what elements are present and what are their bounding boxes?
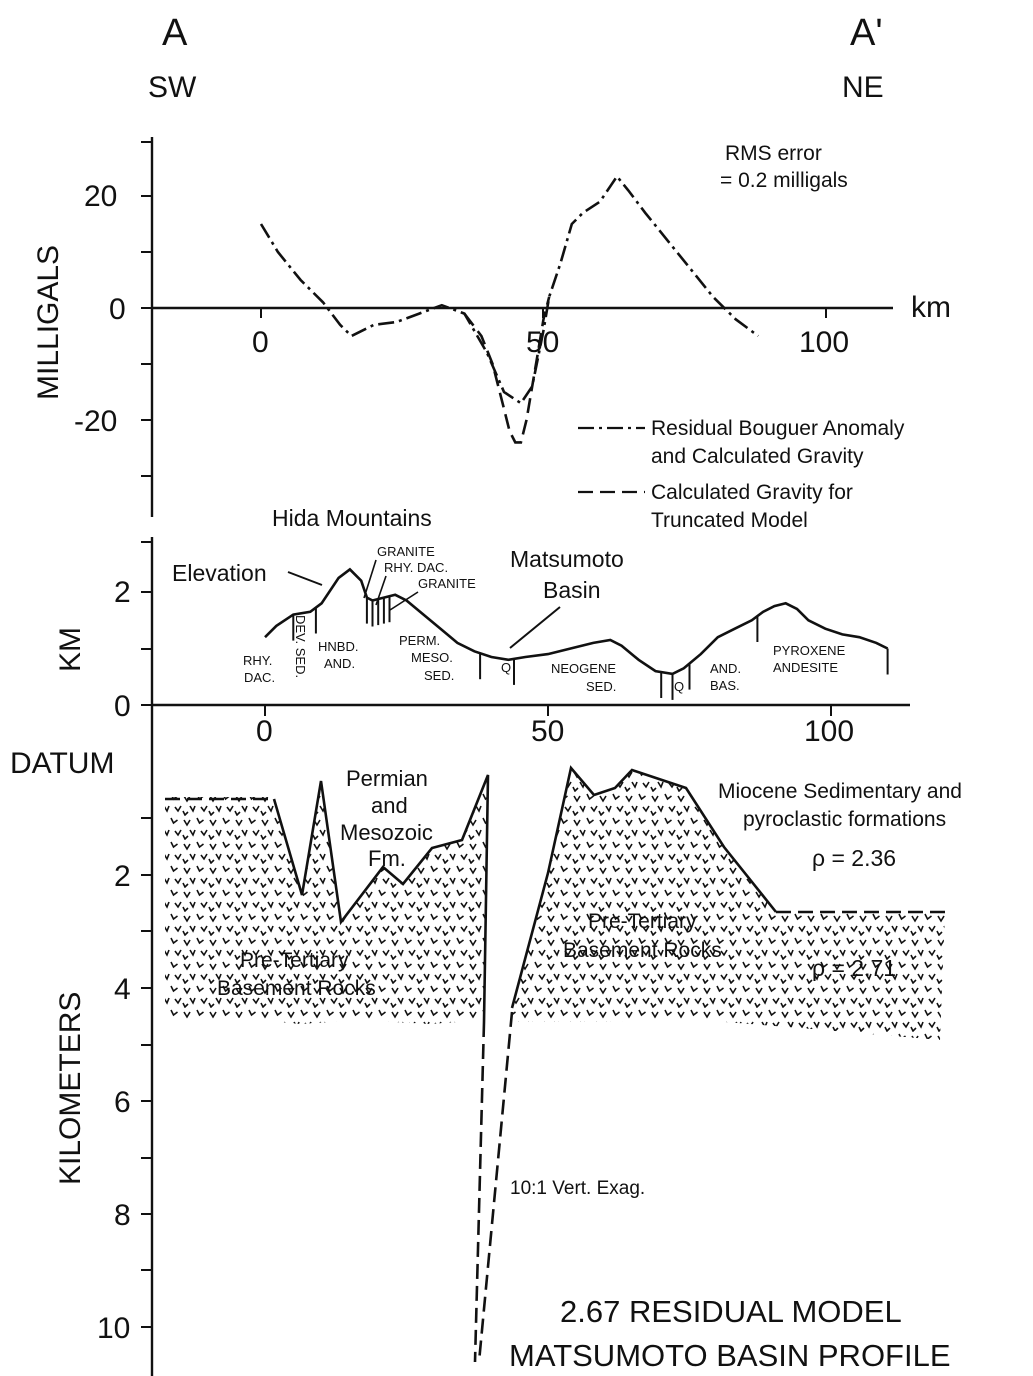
right-basement-boundary [510, 765, 778, 1009]
unit-neogene-sed: SED. [586, 679, 616, 694]
elevation-x-tick-label: 0 [256, 715, 273, 748]
legend-truncated-line1: Calculated Gravity for [651, 481, 853, 504]
rho-basement: ρ = 2.71 [812, 955, 896, 981]
section-y-tick-label: 8 [114, 1199, 131, 1232]
miocene-label-1: Miocene Sedimentary and [718, 780, 962, 803]
basement-left-label-1: Pre-Tertiary [240, 949, 349, 972]
gravity-panel: 20 0 -20 MILLIGALS 0 50 100 km RMS error… [32, 137, 951, 532]
elevation-x-tick-label: 100 [804, 715, 854, 748]
label-a-prime: A' [850, 12, 883, 54]
unit-andesite: ANDESITE [773, 660, 838, 675]
left-basement-body [165, 775, 488, 1024]
rms-error-value: = 0.2 milligals [720, 169, 848, 192]
basin-leader [509, 606, 561, 649]
legend-truncated-line2: Truncated Model [651, 509, 808, 532]
basin-label-line2: Basin [543, 577, 601, 603]
elevation-label: Elevation [172, 560, 267, 586]
unit-hnbd-and: AND. [324, 656, 355, 671]
gravity-y-tick-label: 20 [84, 180, 117, 213]
gravity-y-axis-label: MILLIGALS [32, 245, 65, 400]
gravity-x-tick-label: 0 [252, 326, 269, 359]
miocene-label-2: pyroclastic formations [743, 808, 946, 831]
granite-leader [363, 559, 377, 599]
model-title-line2: MATSUMOTO BASIN PROFILE [509, 1338, 951, 1373]
section-panel: DATUM 2 4 6 8 10 KILOMETERS Permian and … [10, 747, 962, 1376]
vertical-exaggeration: 10:1 Vert. Exag. [510, 1178, 645, 1199]
permian-label-4: Fm. [368, 846, 406, 871]
unit-hnbd: HNBD. [318, 639, 358, 654]
section-y-tick-label: 6 [114, 1086, 131, 1119]
elevation-y-tick-label: 2 [114, 576, 131, 609]
basin-label-line1: Matsumoto [510, 546, 624, 572]
basement-right-label-2: Basement Rocks [563, 939, 722, 962]
unit-meso: MESO. [411, 650, 453, 665]
unit-q-left: Q [501, 660, 511, 675]
hida-mountains-title: Hida Mountains [272, 505, 432, 531]
section-y-axis-label: KILOMETERS [54, 992, 87, 1185]
unit-rhy: RHY. [243, 653, 272, 668]
rhy-dac-leader [375, 575, 387, 606]
permian-label-1: Permian [346, 766, 428, 791]
unit-rhy-dac-top: RHY. DAC. [384, 560, 448, 575]
gravity-y-tick-label: 0 [109, 293, 126, 326]
gravity-y-tick-label: -20 [74, 405, 117, 438]
unit-perm: PERM. [399, 633, 440, 648]
label-sw: SW [148, 71, 197, 104]
model-title-line1: 2.67 RESIDUAL MODEL [560, 1294, 902, 1329]
left-basement-boundary [272, 774, 490, 1023]
unit-granite-second: GRANITE [418, 576, 476, 591]
basement-left-label-2: Basement Rocks [217, 977, 376, 1000]
unit-neogene: NEOGENE [551, 661, 616, 676]
unit-and: AND. [710, 661, 741, 676]
elevation-leader [287, 571, 323, 586]
residual-bouguer-curve [259, 174, 759, 405]
section-y-tick-label: 2 [114, 860, 131, 893]
rms-error-label: RMS error [725, 142, 822, 165]
unit-boundaries [292, 596, 889, 700]
unit-q-right: Q [674, 679, 684, 694]
unit-perm-sed: SED. [424, 668, 454, 683]
basin-fault-line-right [477, 1011, 514, 1363]
elevation-profile-curve [264, 567, 889, 676]
elevation-y-tick-label: 0 [114, 690, 131, 723]
elevation-y-axis-label: KM [54, 627, 87, 672]
rho-sediment: ρ = 2.36 [812, 845, 896, 871]
basement-right-label-1: Pre-Tertiary [588, 910, 697, 933]
unit-granite-top: GRANITE [377, 544, 435, 559]
unit-bas: BAS. [710, 678, 740, 693]
elevation-panel: Hida Mountains 2 0 KM 0 50 100 Elevation… [54, 505, 910, 766]
granite-second-leader [389, 591, 419, 611]
unit-pyroxene: PYROXENE [773, 643, 846, 658]
basin-fault-line-left [473, 1021, 486, 1363]
legend-residual-line1: Residual Bouguer Anomaly [651, 417, 905, 440]
section-y-tick-label: 4 [114, 973, 131, 1006]
elevation-x-tick-label: 50 [531, 715, 564, 748]
datum-label: DATUM [10, 747, 114, 780]
label-ne: NE [842, 71, 884, 104]
section-y-tick-label: 10 [97, 1312, 130, 1345]
permian-label-3: Mesozoic [340, 820, 433, 845]
gravity-x-tick-label: 100 [799, 326, 849, 359]
unit-dac: DAC. [244, 670, 275, 685]
truncated-model-curve [463, 296, 551, 444]
gravity-x-unit: km [911, 291, 951, 324]
permian-label-2: and [371, 793, 408, 818]
unit-dev-sed: DEV. SED. [293, 615, 308, 678]
legend-residual-line2: and Calculated Gravity [651, 445, 864, 468]
label-a: A [162, 12, 188, 54]
right-basement-body [512, 768, 945, 1040]
